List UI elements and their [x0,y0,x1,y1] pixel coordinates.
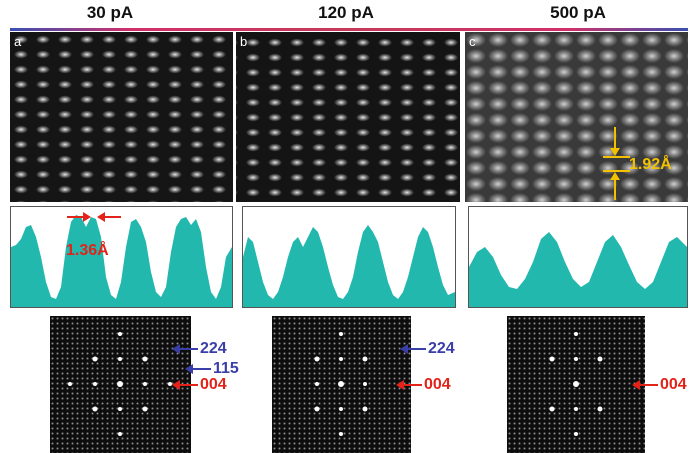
profile-plot-a [11,215,232,307]
intensity-profile-b [242,206,456,308]
fft-spots-b [314,332,368,436]
panel-letter-c: c [469,34,476,49]
fft-label-004-c: 004 [660,376,687,393]
column-title-30pa: 30 pA [86,3,134,22]
fft-pattern-b [272,316,411,453]
header-divider-line [10,28,688,31]
stem-image-c: c 1.92Å [465,32,688,202]
panel-letter-a: a [14,34,22,49]
panel-letter-b: b [240,34,248,49]
fft-pattern-a [50,316,191,453]
fft-label-004-b: 004 [424,376,451,393]
fft-label-224-a: 224 [200,340,227,357]
fft-spots-a [68,332,172,436]
fft-pattern-c [507,316,645,453]
fft-label-115-a: 115 [213,360,239,377]
fft-spots-c [549,332,603,436]
intensity-profile-a: 1.36Å [10,206,233,308]
stem-image-b: b [236,32,460,202]
fft-label-004-a: 004 [200,376,227,393]
intensity-profile-c [468,206,688,308]
fft-label-224-b: 224 [428,340,455,357]
profile-plot-b [243,225,455,307]
stem-image-a: a [10,32,233,202]
profile-plot-c [469,232,687,307]
spacing-label-c: 1.92Å [629,156,672,173]
spacing-marker-c [603,127,630,200]
column-title-500pa: 500 pA [550,3,606,22]
column-title-120pa: 120 pA [318,3,374,22]
spacing-label-a: 1.36Å [66,242,109,259]
spacing-arrows-a [67,212,121,222]
